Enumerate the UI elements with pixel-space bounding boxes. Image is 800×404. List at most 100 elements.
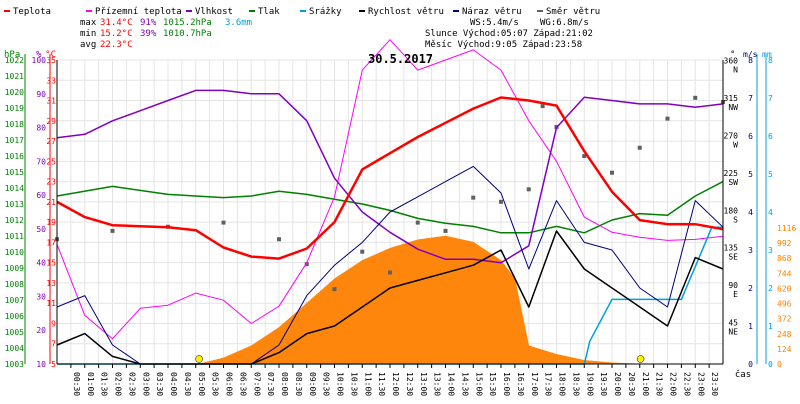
x-axis-label: čas	[735, 369, 751, 380]
x-tick-label: 04:30	[183, 372, 192, 396]
dir-cardinal-label: S	[733, 215, 738, 224]
x-tick-label: 01:00	[86, 372, 95, 396]
x-tick-label: 09:30	[322, 372, 331, 396]
dir-tick-label: 45	[728, 319, 738, 328]
hpa-tick-label: 1006	[5, 312, 24, 321]
solar-tick-label: 744	[777, 269, 792, 278]
stat-max-label: max	[80, 18, 97, 28]
ground-temperature-line	[56, 39, 724, 340]
x-tick-label: 23:30	[710, 372, 719, 396]
wind-wg: WG:6.8m/s	[540, 18, 589, 28]
temp-tick-label: 35	[46, 56, 56, 65]
hpa-tick-label: 1011	[5, 232, 24, 241]
chart-title: 30.5.2017	[368, 52, 433, 66]
wind-direction-point	[110, 228, 115, 233]
dir-tick-label: 360	[724, 57, 739, 66]
hpa-tick-label: 1019	[5, 104, 24, 113]
wind-direction-point	[471, 195, 476, 200]
hpa-tick-label: 1016	[5, 152, 24, 161]
x-tick-label: 22:30	[682, 372, 691, 396]
hpa-tick-label: 1014	[5, 184, 24, 193]
pct-tick-label: 70	[36, 157, 46, 166]
x-tick-label: 13:00	[419, 372, 428, 396]
x-tick-label: 13:30	[433, 372, 442, 396]
hpa-tick-label: 1005	[5, 328, 24, 337]
temp-tick-label: 7	[51, 340, 56, 349]
x-tick-label: 17:00	[530, 372, 539, 396]
x-tick-label: 16:30	[516, 372, 525, 396]
ms-tick-label: 1	[748, 322, 753, 331]
sunrise-marker	[195, 355, 203, 363]
dir-tick-label: 270	[724, 131, 739, 140]
wind-ws: WS:5.4m/s	[470, 18, 519, 28]
wind-direction-point	[637, 145, 642, 150]
moon-info: Měsíc Východ:9:05 Západ:23:58	[425, 40, 582, 50]
hpa-tick-label: 1013	[5, 200, 24, 209]
x-tick-label: 07:30	[266, 372, 275, 396]
temp-tick-label: 13	[46, 279, 56, 288]
hpa-tick-label: 1018	[5, 120, 24, 129]
dir-tick-label: 180	[724, 206, 739, 215]
ms-tick-label: 8	[748, 56, 753, 65]
x-tick-label: 05:00	[197, 372, 206, 396]
dir-tick-label: 135	[724, 244, 739, 253]
wind-direction-point	[526, 187, 531, 192]
dir-cardinal-label: E	[733, 290, 738, 299]
ms-tick-label: 2	[748, 284, 753, 293]
x-tick-label: 03:00	[141, 372, 150, 396]
hpa-tick-label: 1021	[5, 72, 24, 81]
pct-axis-title: %	[36, 50, 42, 60]
temp-tick-label: 5	[51, 360, 56, 369]
solar-tick-label: 0	[777, 360, 782, 369]
x-tick-label: 18:00	[558, 372, 567, 396]
wind-direction-point	[360, 249, 365, 254]
hpa-tick-label: 1017	[5, 136, 24, 145]
x-tick-label: 17:30	[544, 372, 553, 396]
legend-item-label: Vlhkost	[195, 7, 233, 17]
mm-tick-label: 8	[768, 56, 773, 65]
x-tick-label: 10:00	[336, 372, 345, 396]
x-tick-label: 12:00	[391, 372, 400, 396]
stat-max-rain: 3.6mm	[225, 18, 252, 28]
legend-item-label: Srážky	[309, 7, 342, 17]
ms-tick-label: 3	[748, 246, 753, 255]
wind-direction-point	[388, 270, 392, 275]
ms-tick-label: 7	[748, 94, 753, 103]
pct-tick-label: 90	[36, 90, 46, 99]
temp-tick-label: 23	[46, 178, 56, 187]
solar-tick-label: 992	[777, 239, 792, 248]
dir-cardinal-label: SW	[728, 178, 738, 187]
wind-direction-point	[221, 220, 226, 225]
mm-tick-label: 5	[768, 170, 773, 179]
legend-item-label: Náraz větru	[462, 7, 522, 17]
mm-axis-title: mm	[762, 50, 772, 59]
hpa-tick-label: 1012	[5, 216, 24, 225]
x-tick-label: 05:30	[211, 372, 220, 396]
wind-direction-point	[582, 154, 587, 159]
stat-max-hum: 91%	[140, 18, 157, 28]
x-tick-label: 00:30	[72, 372, 81, 396]
pct-tick-label: 100	[32, 56, 47, 65]
solar-tick-label: 620	[777, 284, 792, 293]
dir-tick-label: 225	[724, 169, 739, 178]
stat-avg-label: avg	[80, 40, 96, 50]
x-tick-label: 21:30	[655, 372, 664, 396]
x-tick-label: 20:00	[613, 372, 622, 396]
hpa-tick-label: 1022	[5, 56, 24, 65]
legend-item-label: Rychlost větru	[368, 7, 444, 17]
x-tick-label: 06:00	[225, 372, 234, 396]
temp-tick-label: 31	[46, 97, 56, 106]
ms-tick-label: 6	[748, 132, 753, 141]
solar-tick-label: 248	[777, 330, 792, 339]
wind-direction-point	[610, 170, 614, 175]
stat-min-temp: 15.2°C	[100, 29, 133, 39]
x-tick-label: 08:30	[294, 372, 303, 396]
temp-tick-label: 9	[51, 319, 56, 328]
wind-direction-point	[499, 199, 503, 204]
wind-direction-point	[693, 95, 698, 100]
legend-item-label: Přízemní teplota	[95, 7, 182, 17]
dir-tick-label: 315	[724, 94, 739, 103]
x-tick-label: 04:00	[169, 372, 178, 396]
hpa-tick-label: 1007	[5, 296, 24, 305]
